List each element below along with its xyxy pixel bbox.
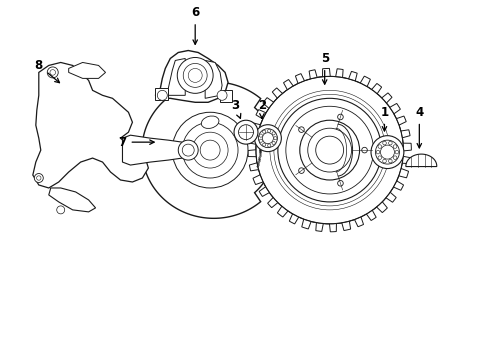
Circle shape: [268, 144, 271, 147]
Circle shape: [259, 134, 263, 137]
Ellipse shape: [201, 116, 219, 129]
Circle shape: [157, 90, 167, 100]
Circle shape: [183, 63, 207, 87]
Circle shape: [393, 145, 397, 148]
Circle shape: [200, 140, 220, 160]
Circle shape: [192, 132, 228, 168]
Circle shape: [393, 156, 397, 159]
Polygon shape: [205, 60, 222, 98]
Polygon shape: [33, 62, 148, 188]
Polygon shape: [406, 154, 437, 167]
Polygon shape: [248, 68, 412, 232]
Circle shape: [172, 112, 248, 188]
Circle shape: [259, 139, 263, 142]
Circle shape: [383, 141, 386, 145]
Circle shape: [383, 159, 386, 163]
Circle shape: [37, 176, 41, 180]
Circle shape: [286, 106, 373, 194]
Polygon shape: [155, 88, 168, 100]
Circle shape: [338, 114, 343, 120]
Polygon shape: [122, 135, 190, 165]
Circle shape: [278, 98, 382, 202]
Circle shape: [182, 144, 194, 156]
Polygon shape: [165, 58, 185, 95]
Circle shape: [268, 129, 271, 132]
Text: 5: 5: [320, 52, 329, 84]
Circle shape: [299, 127, 304, 132]
Circle shape: [234, 120, 258, 144]
Circle shape: [256, 76, 403, 224]
Circle shape: [338, 180, 343, 186]
Text: 4: 4: [415, 106, 423, 148]
Circle shape: [376, 150, 380, 154]
Text: 6: 6: [191, 6, 199, 44]
Circle shape: [272, 132, 275, 135]
Circle shape: [47, 67, 58, 78]
Circle shape: [263, 130, 266, 133]
Circle shape: [263, 133, 273, 144]
Circle shape: [316, 136, 343, 164]
Circle shape: [395, 150, 399, 154]
Circle shape: [57, 206, 65, 214]
Text: 2: 2: [258, 99, 266, 118]
Circle shape: [178, 140, 198, 160]
Circle shape: [254, 125, 281, 152]
Polygon shape: [142, 82, 274, 218]
Circle shape: [177, 58, 213, 93]
Circle shape: [375, 140, 399, 164]
Circle shape: [308, 128, 352, 172]
Circle shape: [380, 145, 394, 159]
Circle shape: [50, 69, 55, 75]
Circle shape: [362, 147, 368, 153]
Circle shape: [299, 168, 304, 174]
Circle shape: [378, 145, 382, 148]
Circle shape: [371, 136, 404, 168]
Circle shape: [182, 122, 238, 178]
Polygon shape: [155, 50, 228, 102]
Circle shape: [34, 174, 43, 183]
Circle shape: [389, 141, 392, 145]
Text: 8: 8: [35, 59, 59, 83]
Circle shape: [188, 68, 202, 82]
Polygon shape: [69, 62, 105, 78]
Polygon shape: [49, 188, 96, 212]
Text: 1: 1: [380, 106, 389, 131]
Circle shape: [239, 125, 253, 140]
Polygon shape: [220, 90, 232, 102]
Text: 7: 7: [119, 136, 154, 149]
Circle shape: [378, 156, 382, 159]
Text: 3: 3: [231, 99, 241, 118]
Circle shape: [300, 120, 360, 180]
Circle shape: [274, 136, 277, 140]
Circle shape: [263, 143, 266, 146]
Circle shape: [217, 90, 227, 100]
Circle shape: [258, 129, 277, 148]
Circle shape: [389, 159, 392, 163]
Circle shape: [272, 141, 275, 145]
